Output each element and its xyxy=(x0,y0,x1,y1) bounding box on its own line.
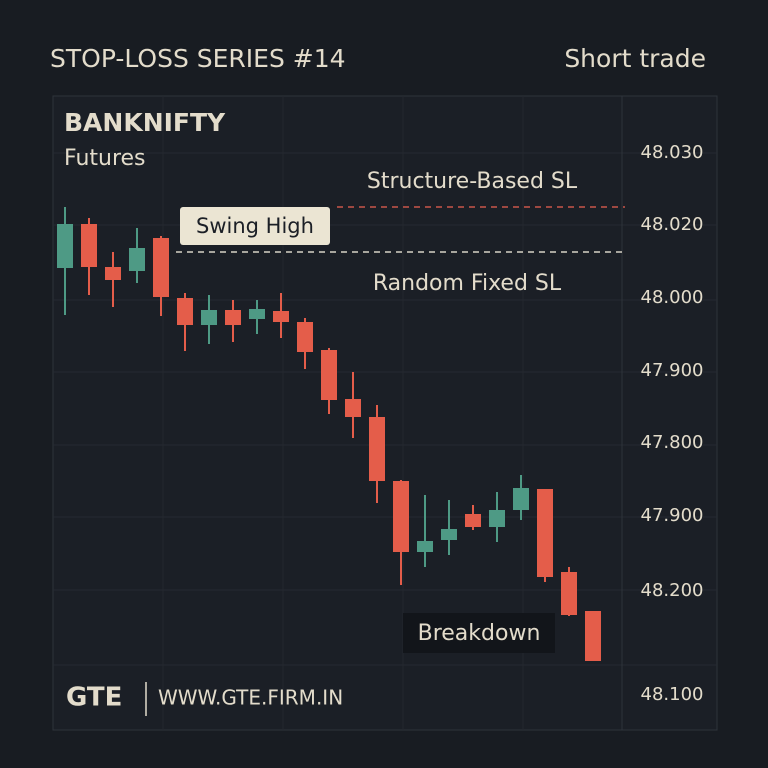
swing-high-box xyxy=(180,207,330,245)
candle-body xyxy=(321,350,337,400)
chart-frame xyxy=(52,95,718,731)
candle-body xyxy=(129,248,145,271)
candle-body xyxy=(393,481,409,552)
candle-body xyxy=(561,572,577,615)
candle-body xyxy=(105,267,121,280)
trade-tag: Short trade xyxy=(564,44,706,73)
candle-body xyxy=(465,514,481,527)
price-label: 47.800 xyxy=(641,432,704,453)
price-label: 48.000 xyxy=(641,287,704,308)
candle-body xyxy=(585,611,601,661)
structure-sl-label: Structure-Based SL xyxy=(367,169,578,194)
random-sl-label: Random Fixed SL xyxy=(373,271,562,296)
price-label: 48.030 xyxy=(641,142,704,163)
price-label: 48.100 xyxy=(641,684,704,705)
candle-body xyxy=(297,322,313,352)
candle-body xyxy=(177,298,193,325)
price-label: 47.900 xyxy=(641,360,704,381)
breakdown-box xyxy=(403,613,555,653)
candle-body xyxy=(369,417,385,481)
price-label: 47.900 xyxy=(641,505,704,526)
candle-body xyxy=(225,310,241,325)
candle-body xyxy=(489,510,505,527)
breakdown-label: Breakdown xyxy=(418,621,541,646)
candle-body xyxy=(417,541,433,552)
swing-high-label: Swing High xyxy=(196,214,314,238)
candle-body xyxy=(153,238,169,297)
price-label: 48.020 xyxy=(641,214,704,235)
website: WWW.GTE.FIRM.IN xyxy=(158,686,343,710)
candle-body xyxy=(81,224,97,267)
symbol: BANKNIFTY xyxy=(64,108,226,137)
brand: GTE xyxy=(66,683,122,713)
symbol-subtitle: Futures xyxy=(64,146,146,171)
price-label: 48.200 xyxy=(641,580,704,601)
candle-body xyxy=(441,529,457,540)
series-title: STOP-LOSS SERIES #14 xyxy=(50,44,346,73)
candle-body xyxy=(249,309,265,319)
candle-body xyxy=(273,311,289,322)
candle-body xyxy=(201,310,217,325)
candle-body xyxy=(57,224,73,268)
candle-body xyxy=(513,488,529,510)
price-axis: 48.030 48.020 48.000 47.900 47.800 47.900 48.2… xyxy=(641,142,704,705)
candle-body xyxy=(345,399,361,417)
candle-body xyxy=(537,489,553,577)
candles xyxy=(57,207,601,661)
